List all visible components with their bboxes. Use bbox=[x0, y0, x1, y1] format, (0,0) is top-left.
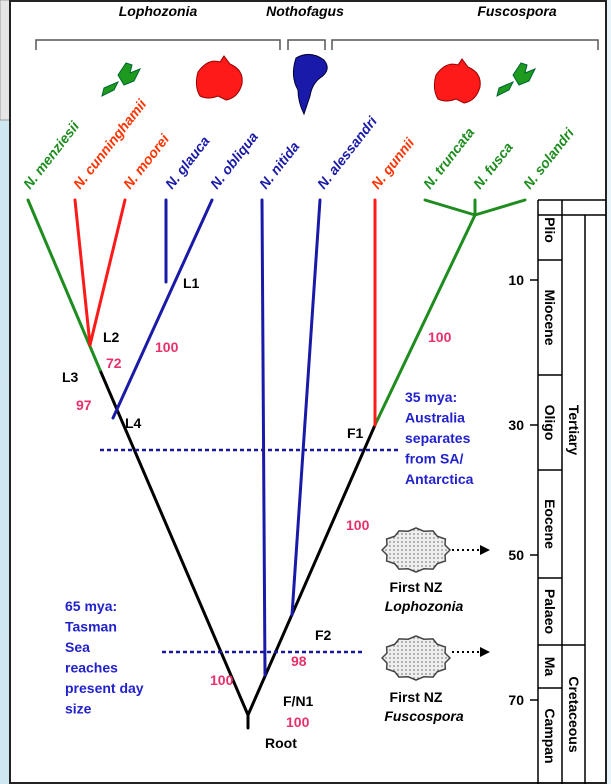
annotation: 65 mya: bbox=[65, 598, 117, 614]
epoch-label: Oligo bbox=[542, 405, 558, 441]
epoch-label: Campan bbox=[542, 708, 558, 763]
node-label: F/N1 bbox=[283, 693, 314, 709]
node-label: F1 bbox=[347, 425, 364, 441]
side-panel bbox=[0, 0, 10, 120]
annotation: separates bbox=[405, 430, 471, 446]
annotation: Sea bbox=[65, 639, 90, 655]
node-label: L4 bbox=[125, 415, 142, 431]
time-tick-label: 50 bbox=[508, 547, 524, 563]
annotation: present day bbox=[65, 680, 144, 696]
period-label: Cretaceous bbox=[566, 676, 582, 752]
period-label: Tertiary bbox=[566, 405, 582, 456]
icon-caption: Lophozonia bbox=[385, 598, 464, 614]
support-value: 72 bbox=[106, 355, 122, 371]
support-value: 97 bbox=[76, 397, 92, 413]
annotation: reaches bbox=[65, 660, 118, 676]
time-tick-label: 30 bbox=[508, 417, 524, 433]
node-label: F2 bbox=[315, 627, 332, 643]
epoch-label: Miocene bbox=[542, 289, 558, 345]
epoch-label: Ma bbox=[542, 657, 558, 677]
group-label: Lophozonia bbox=[119, 3, 198, 19]
time-tick-label: 70 bbox=[508, 692, 524, 708]
diagram: LophozoniaNothofagusFuscosporaN. menzies… bbox=[0, 0, 611, 784]
annotation: from SA/ bbox=[405, 451, 463, 467]
icon-caption: First NZ bbox=[390, 689, 443, 705]
icon-caption: First NZ bbox=[390, 579, 443, 595]
annotation: 35 mya: bbox=[405, 389, 457, 405]
group-label: Fuscospora bbox=[477, 3, 557, 19]
support-value: 100 bbox=[346, 517, 370, 533]
support-value: 100 bbox=[155, 339, 179, 355]
support-value: 98 bbox=[291, 653, 307, 669]
annotation: Tasman bbox=[65, 619, 117, 635]
node-label: L2 bbox=[103, 329, 120, 345]
epoch-label: Palaeo bbox=[542, 589, 558, 634]
node-label: L3 bbox=[62, 369, 79, 385]
time-tick-label: 10 bbox=[508, 272, 524, 288]
epoch-label: Plio bbox=[542, 217, 558, 243]
support-value: 100 bbox=[428, 329, 452, 345]
node-label: L1 bbox=[183, 275, 200, 291]
page: LophozoniaNothofagusFuscosporaN. menzies… bbox=[0, 0, 611, 784]
icon-caption: Fuscospora bbox=[384, 708, 464, 724]
group-label: Nothofagus bbox=[266, 3, 344, 19]
epoch-label: Eocene bbox=[542, 499, 558, 549]
annotation: Australia bbox=[405, 410, 465, 426]
support-value: 100 bbox=[286, 714, 310, 730]
node-label: Root bbox=[265, 735, 297, 751]
annotation: size bbox=[65, 701, 92, 717]
annotation: Antarctica bbox=[405, 471, 474, 487]
support-value: 100 bbox=[210, 672, 234, 688]
